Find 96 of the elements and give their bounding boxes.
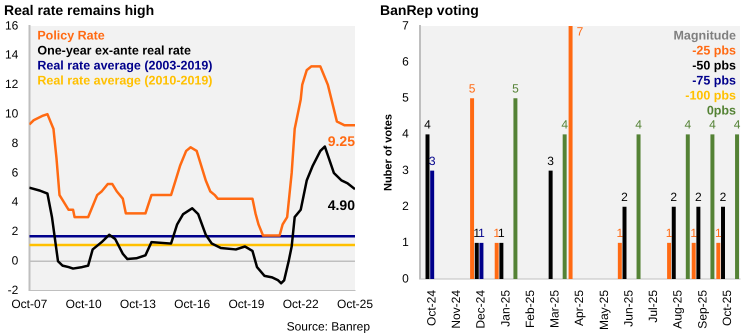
text: Real rate average (2003-2019): [37, 58, 212, 73]
bar: [686, 134, 690, 279]
y-tick-label: 0: [402, 271, 410, 286]
bar: [667, 242, 672, 279]
x-tick-label: Feb-25: [523, 290, 537, 328]
bar: [721, 206, 725, 279]
bar: [696, 206, 700, 279]
x-tick-label: Apr-25: [572, 290, 586, 326]
y-tick-label: 12: [4, 77, 19, 92]
x-tick-label: Nov-24: [449, 290, 464, 329]
bar: [470, 98, 474, 279]
y-tick-label: 10: [4, 106, 19, 121]
data-label: 2: [720, 190, 727, 204]
y-tick-label: 8: [12, 136, 19, 150]
bar: [636, 134, 641, 279]
x-tick-label: Oct-13: [120, 297, 156, 312]
data-label: 1: [498, 226, 506, 240]
y-tick-label: 0: [12, 254, 19, 268]
data-label: 5: [512, 82, 520, 96]
annotation: 4.90: [328, 197, 356, 214]
y-tick-label: 5: [402, 90, 410, 105]
annotation: 9.25: [328, 133, 356, 150]
series-label: 0pbs: [706, 104, 736, 118]
y-tick-label: 16: [4, 18, 19, 32]
data-label: 3: [428, 154, 436, 168]
bar: [562, 134, 567, 279]
data-label: 7: [576, 24, 584, 38]
x-tick-label: Jul-25: [646, 290, 660, 323]
y-tick-label: 6: [12, 165, 19, 180]
bar: [735, 134, 740, 279]
x-tick-label: Oct-10: [66, 297, 102, 312]
bar: [622, 206, 626, 279]
data-label: 1: [666, 226, 673, 240]
chart-title: Real rate remains high: [4, 2, 154, 18]
x-tick-label: May-25: [596, 290, 611, 330]
x-tick-label: Jun-25: [622, 290, 636, 327]
text: -25 pbs: [692, 44, 736, 58]
bar: [716, 242, 720, 279]
text: -75 pbs: [692, 74, 736, 88]
bar: [499, 242, 504, 279]
bar: [513, 98, 518, 279]
bar: [710, 134, 714, 279]
data-label: 4: [709, 118, 716, 132]
y-tick-label: 4: [402, 126, 410, 141]
y-tick-label: 6: [402, 54, 410, 68]
x-tick-label: Oct-22: [282, 297, 320, 312]
bar: [479, 242, 484, 279]
bar: [692, 242, 696, 279]
data-label: 4: [684, 118, 692, 132]
chart-title: BanRep voting: [380, 2, 479, 18]
data-label: 1: [478, 226, 486, 240]
x-tick-label: Oct-25: [336, 297, 374, 312]
data-label: 1: [493, 226, 500, 240]
text: Policy Rate: [37, 28, 105, 43]
data-label: 3: [547, 154, 554, 168]
y-tick-label: 7: [402, 18, 410, 32]
bar: [494, 242, 499, 279]
data-label: 4: [561, 118, 568, 132]
y-tick-label: 4: [12, 194, 19, 209]
data-label: 5: [468, 82, 476, 96]
bar: [426, 134, 430, 279]
x-tick-label: Jan-25: [498, 290, 512, 327]
legend-title: Magnitude: [674, 28, 736, 43]
text: One-year ex-ante real rate: [37, 44, 191, 58]
source-note: Source: Banrep: [286, 319, 370, 334]
text: -50 pbs: [692, 58, 736, 73]
bar: [548, 170, 553, 279]
bar: [618, 242, 622, 279]
y-tick-label: 14: [4, 48, 19, 62]
x-tick-label: Oct-25: [720, 290, 734, 326]
y-tick-label: 1: [402, 235, 410, 250]
bar: [430, 170, 434, 279]
x-tick-label: Aug-25: [670, 290, 685, 329]
data-label: 4: [734, 118, 741, 132]
data-label: 2: [695, 190, 702, 204]
bar: [568, 26, 573, 279]
x-tick-label: Oct-07: [11, 297, 48, 312]
data-label: 4: [635, 118, 642, 132]
y-tick-label: 3: [402, 162, 410, 177]
x-tick-label: Mar-25: [548, 290, 562, 328]
x-tick-label: Oct-19: [228, 297, 265, 312]
x-tick-label: Oct-24: [424, 290, 438, 326]
data-label: 2: [621, 190, 628, 204]
data-label: 4: [424, 118, 432, 132]
data-label: 2: [670, 190, 678, 204]
y-tick-label: 2: [12, 224, 19, 238]
x-tick-label: Dec-24: [474, 290, 488, 329]
legend-label: -100 pbs: [685, 88, 736, 103]
data-label: 1: [690, 226, 698, 240]
y-axis-title: Nuber of votes: [382, 114, 395, 191]
y-tick-label: 2: [402, 199, 410, 214]
data-label: 1: [473, 226, 480, 240]
y-tick-label: -2: [8, 282, 19, 297]
text: Real rate average (2010-2019): [37, 74, 212, 88]
x-tick-label: Sep-25: [695, 290, 710, 329]
x-tick-label: Oct-16: [174, 297, 210, 312]
